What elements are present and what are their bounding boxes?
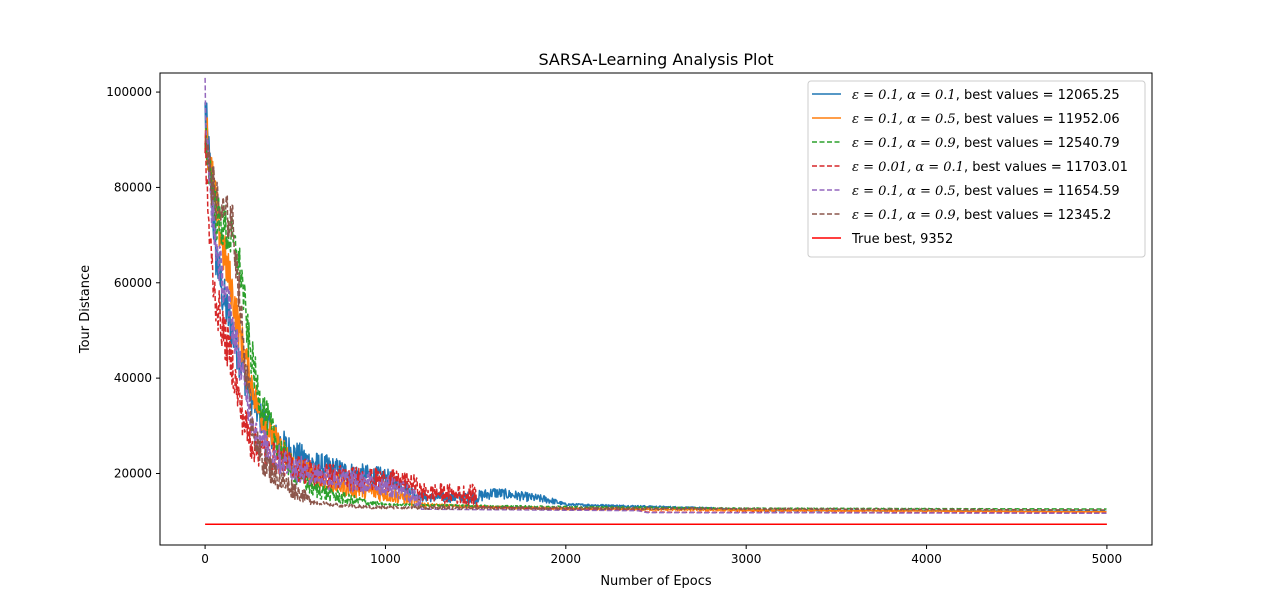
legend-box <box>807 80 1146 258</box>
plot-frame <box>159 72 1153 546</box>
x-tick-label: 1000 <box>370 552 401 566</box>
y-axis-label: Tour Distance <box>78 265 93 354</box>
legend-entry-label: ε = 0.1, α = 0.9, best values = 12345.2 <box>852 208 1111 223</box>
x-tick-label: 4000 <box>911 552 942 566</box>
x-tick-label: 3000 <box>731 552 762 566</box>
legend-entry-label: True best, 9352 <box>851 232 953 247</box>
x-tick-label: 0 <box>201 552 209 566</box>
series-line-6 <box>204 137 1107 511</box>
y-tick-label: 80000 <box>114 180 152 194</box>
series-layer <box>204 77 1107 526</box>
chart-title: SARSA-Learning Analysis Plot <box>538 50 773 69</box>
x-tick-label: 2000 <box>551 552 582 566</box>
legend-entry-label: ε = 0.01, α = 0.1, best values = 11703.0… <box>852 160 1128 175</box>
series-line-2 <box>204 117 1107 513</box>
x-axis-label: Number of Epocs <box>600 574 712 589</box>
legend-entry-label: ε = 0.1, α = 0.1, best values = 12065.25 <box>852 88 1120 103</box>
x-tick-label: 5000 <box>1092 552 1123 566</box>
legend: ε = 0.1, α = 0.1, best values = 12065.25… <box>807 80 1146 258</box>
y-tick-label: 100000 <box>106 85 152 99</box>
y-tick-label: 40000 <box>114 371 152 385</box>
y-tick-label: 60000 <box>114 276 152 290</box>
legend-entry-label: ε = 0.1, α = 0.9, best values = 12540.79 <box>852 136 1120 151</box>
legend-entry-label: ε = 0.1, α = 0.5, best values = 11952.06 <box>852 112 1120 127</box>
legend-entry-label: ε = 0.1, α = 0.5, best values = 11654.59 <box>852 184 1120 199</box>
tick-layer: 0 1000 2000 3000 4000 5000 20000 40000 60000 8000… <box>106 85 1122 566</box>
series-line-5 <box>204 77 1107 515</box>
y-tick-label: 20000 <box>114 466 152 480</box>
